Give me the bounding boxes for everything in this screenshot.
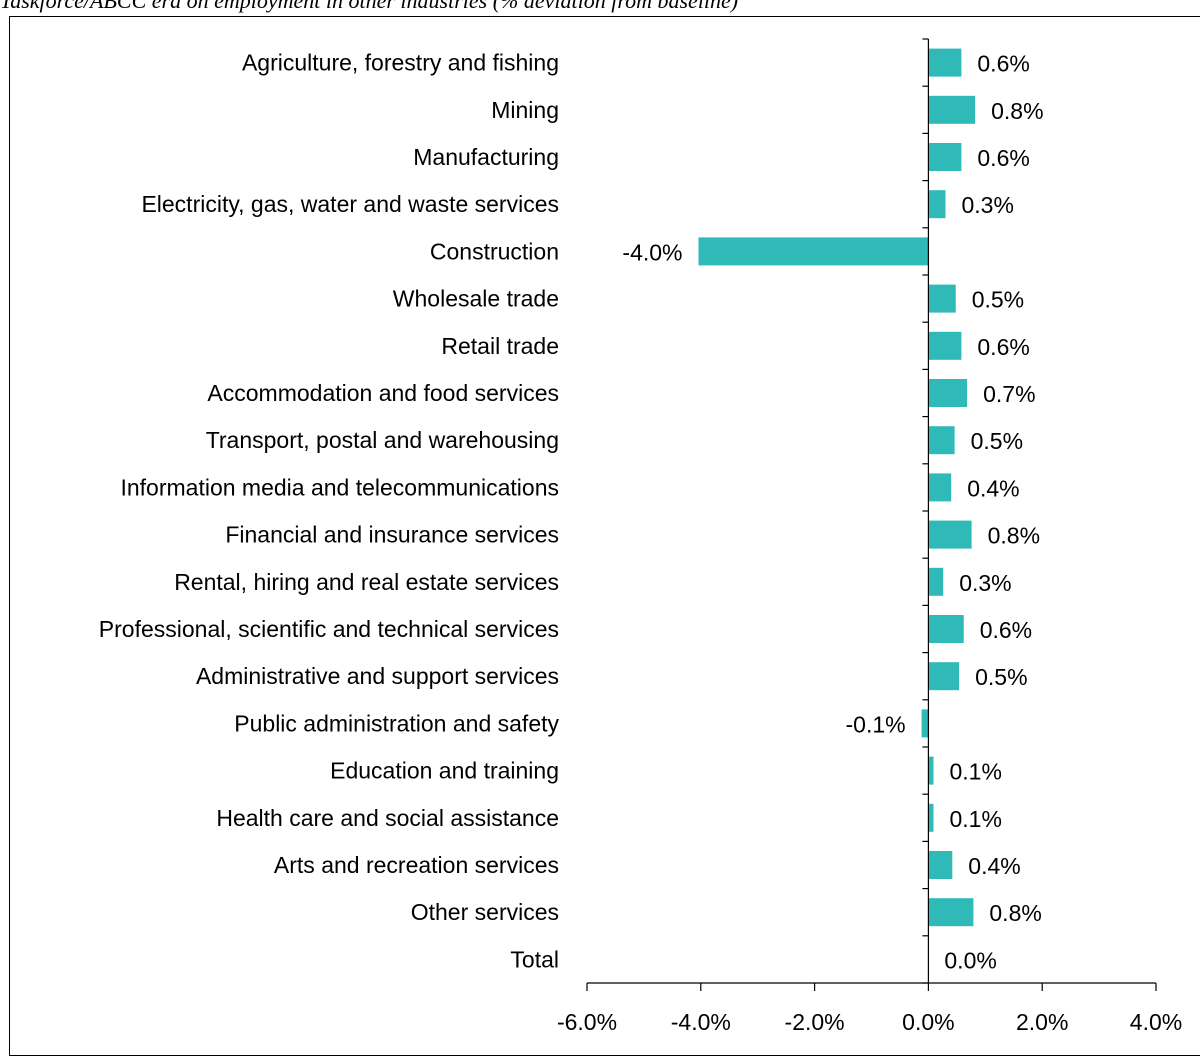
category-label: Accommodation and food services [207, 380, 559, 406]
bar [928, 284, 956, 313]
bar [921, 709, 929, 738]
category-label: Agriculture, forestry and fishing [242, 50, 559, 76]
category-labels-layer: Agriculture, forestry and fishing Mining M… [99, 50, 560, 973]
data-label: 0.1% [950, 759, 1002, 785]
category-label: Professional, scientific and technical s… [99, 616, 559, 642]
data-label: -4.0% [622, 239, 682, 265]
data-label: 0.8% [988, 523, 1040, 549]
data-label: 0.3% [959, 570, 1011, 596]
category-label: Construction [430, 238, 559, 264]
axis-layer [586, 38, 1157, 991]
bar [928, 48, 962, 77]
bar [928, 143, 962, 171]
bars-layer [698, 48, 976, 927]
category-label: Administrative and support services [196, 663, 559, 689]
data-label: 0.6% [980, 617, 1032, 643]
bar [928, 662, 960, 691]
data-label: 0.0% [944, 947, 996, 973]
chart-caption: Taskforce/ABCC era on employment in othe… [0, 0, 739, 13]
data-label: 0.3% [962, 192, 1014, 218]
category-label: Mining [491, 97, 559, 123]
category-label: Education and training [330, 758, 559, 784]
category-label: Wholesale trade [393, 286, 559, 312]
category-label: Health care and social assistance [216, 805, 559, 831]
data-label: 0.6% [977, 145, 1029, 171]
data-label: 0.5% [971, 428, 1023, 454]
bar [928, 756, 934, 785]
data-label: 0.6% [977, 334, 1029, 360]
data-label: 0.1% [950, 806, 1002, 832]
category-label: Other services [411, 899, 559, 925]
data-label: 0.5% [975, 664, 1027, 690]
category-label: Information media and telecommunications [120, 474, 559, 500]
bar [928, 473, 952, 502]
x-tick-label: 0.0% [902, 1009, 954, 1035]
bar [928, 803, 934, 832]
category-label: Public administration and safety [234, 710, 559, 736]
bar [928, 567, 944, 596]
data-label: 0.5% [972, 287, 1024, 313]
category-label: Total [510, 946, 559, 972]
category-label: Arts and recreation services [274, 852, 559, 878]
category-label: Transport, postal and warehousing [206, 427, 559, 453]
category-label: Rental, hiring and real estate services [174, 569, 559, 595]
category-label: Electricity, gas, water and waste servic… [141, 191, 559, 217]
data-label: 0.6% [977, 51, 1029, 77]
category-label: Retail trade [441, 333, 559, 359]
x-tick-label: 2.0% [1016, 1009, 1068, 1035]
data-label: 0.4% [967, 475, 1019, 501]
x-tick-label: 4.0% [1130, 1009, 1182, 1035]
data-label: 0.8% [989, 900, 1041, 926]
bar [698, 237, 929, 266]
bar [928, 851, 953, 879]
data-label: 0.7% [983, 381, 1035, 407]
category-label: Manufacturing [413, 144, 559, 170]
bar [928, 898, 974, 927]
data-label: -0.1% [846, 711, 906, 737]
bar [928, 520, 972, 549]
tick-labels-layer: -6.0% -4.0% -2.0% 0.0% 2.0% 4.0% [557, 1009, 1182, 1035]
bar [928, 426, 955, 455]
bar [928, 615, 964, 643]
data-label: 0.8% [991, 98, 1043, 124]
category-label: Financial and insurance services [225, 522, 559, 548]
x-tick-label: -2.0% [785, 1009, 845, 1035]
bar [928, 190, 946, 219]
bar [928, 95, 976, 124]
x-tick-label: -6.0% [557, 1009, 617, 1035]
bar [928, 379, 968, 407]
bar [928, 331, 962, 360]
x-tick-label: -4.0% [671, 1009, 731, 1035]
data-label: 0.4% [968, 853, 1020, 879]
data-labels-layer: 0.6% 0.8% 0.6% 0.3% -4.0% 0.5% 0.6% 0.7% 0.5% 0.4… [622, 51, 1043, 974]
